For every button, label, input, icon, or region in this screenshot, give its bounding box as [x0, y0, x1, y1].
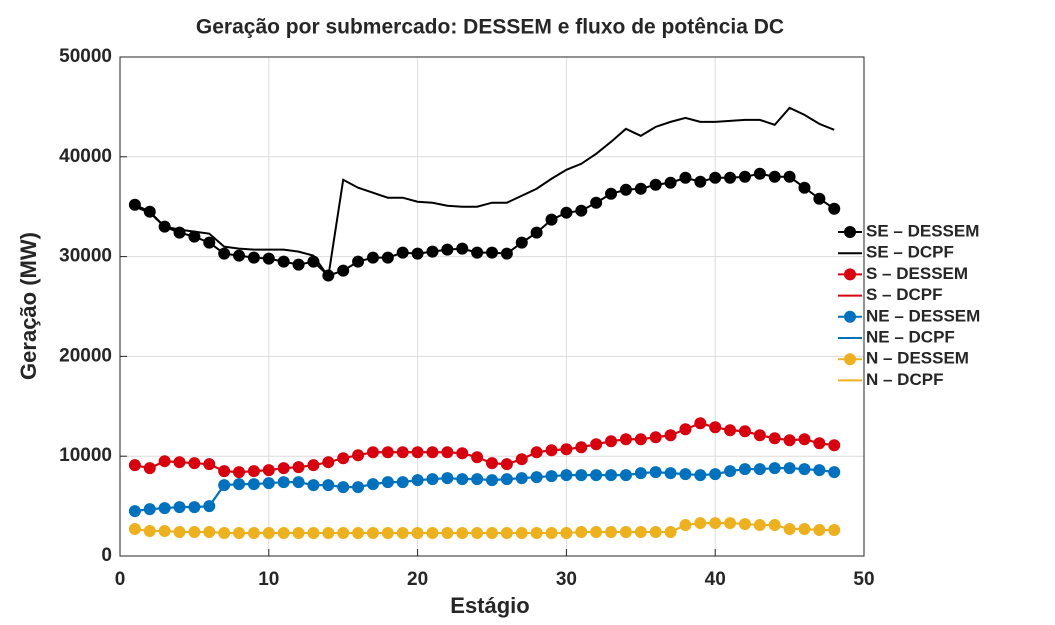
legend-label: SE – DCPF — [866, 243, 954, 262]
chart-title: Geração por submercado: DESSEM e fluxo d… — [196, 16, 784, 39]
data-point — [486, 246, 498, 259]
legend-label: S – DCPF — [866, 285, 943, 304]
data-point — [292, 258, 305, 271]
data-point — [247, 251, 260, 264]
data-point — [724, 171, 737, 184]
plot-frame — [119, 56, 865, 557]
series-line — [134, 422, 835, 474]
legend-marker — [844, 268, 856, 281]
data-point — [694, 175, 707, 188]
data-point — [813, 192, 826, 205]
data-point — [352, 255, 365, 268]
legend-label: N – DCPF — [866, 370, 943, 389]
y-tick-label: 0 — [101, 545, 112, 566]
legend-label: S – DESSEM — [866, 264, 968, 283]
x-tick-label: 50 — [853, 569, 874, 590]
data-point — [530, 226, 543, 239]
data-point — [605, 187, 618, 200]
data-point — [500, 247, 513, 260]
data-point — [426, 245, 439, 258]
data-point — [679, 171, 692, 184]
data-point — [277, 255, 290, 268]
data-point — [634, 182, 647, 195]
data-point — [798, 181, 811, 194]
legend-label: SE – DESSEM — [866, 221, 979, 240]
legend-marker — [844, 226, 856, 238]
data-point — [471, 246, 484, 259]
data-point — [590, 196, 603, 209]
legend-marker — [844, 310, 856, 323]
x-tick-label: 10 — [258, 569, 279, 590]
data-point — [649, 178, 662, 191]
series-line — [134, 467, 835, 513]
data-point — [783, 170, 796, 183]
data-point — [337, 264, 350, 277]
data-point — [828, 202, 841, 215]
x-tick-label: 0 — [115, 569, 126, 590]
data-point — [411, 247, 424, 260]
y-tick-label: 40000 — [59, 146, 112, 167]
series-line — [134, 522, 835, 535]
data-point — [381, 251, 394, 264]
legend-label: N – DESSEM — [866, 349, 969, 368]
y-tick-label: 50000 — [59, 46, 112, 67]
data-point — [515, 236, 528, 249]
data-point — [441, 243, 454, 256]
data-point — [545, 213, 558, 226]
x-axis-label: Estágio — [450, 593, 529, 618]
data-point — [753, 167, 766, 180]
legend-marker — [844, 353, 856, 366]
data-point — [203, 236, 216, 249]
data-point — [768, 170, 781, 183]
data-point — [233, 249, 246, 262]
y-tick-label: 10000 — [59, 445, 112, 466]
data-point — [619, 183, 632, 196]
y-tick-label: 30000 — [59, 246, 112, 267]
data-point — [262, 252, 275, 265]
x-tick-label: 30 — [556, 569, 577, 590]
x-tick-label: 40 — [705, 569, 726, 590]
data-point — [560, 206, 573, 219]
series-line — [134, 106, 835, 280]
data-point — [664, 176, 677, 189]
data-point — [738, 170, 751, 183]
data-point — [575, 204, 588, 217]
y-tick-label: 20000 — [59, 345, 112, 366]
y-axis-label: Geração (MW) — [16, 232, 41, 380]
data-point — [218, 247, 231, 260]
data-point — [456, 242, 469, 255]
legend-label: NE – DESSEM — [866, 306, 980, 325]
x-tick-label: 20 — [407, 569, 428, 590]
data-point — [188, 230, 201, 243]
data-point — [396, 246, 409, 259]
data-point — [366, 251, 379, 264]
data-point — [709, 171, 722, 184]
legend-label: NE – DCPF — [866, 327, 955, 346]
